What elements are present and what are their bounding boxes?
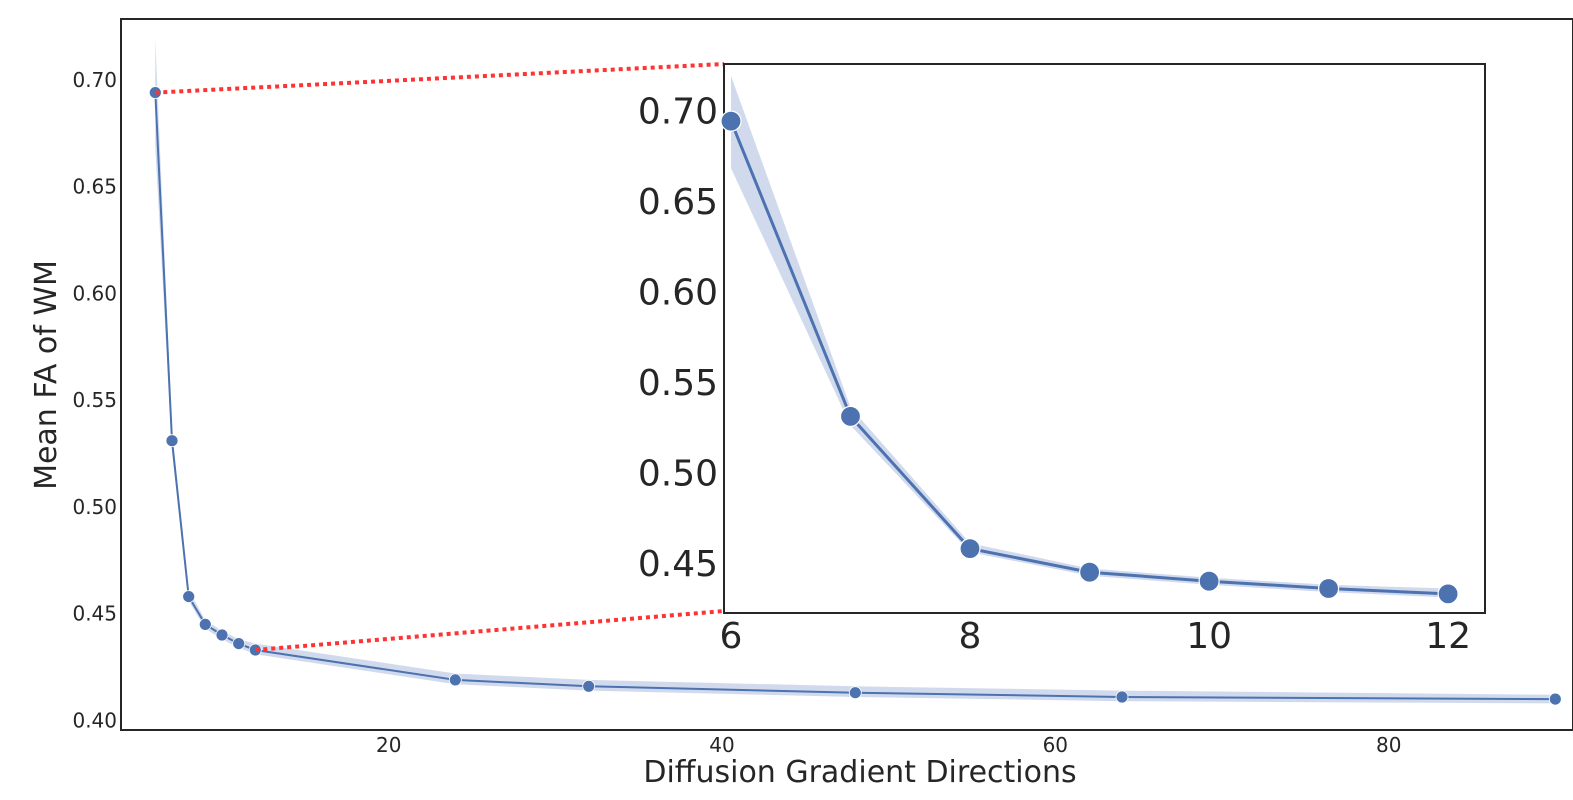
main-point xyxy=(232,637,246,650)
main-x-tick-label: 40 xyxy=(709,733,734,757)
main-point xyxy=(182,590,196,603)
inset-y-tick-label: 0.70 xyxy=(638,91,718,132)
main-y-tick-label: 0.60 xyxy=(72,281,117,305)
main-series-line xyxy=(154,92,1556,701)
main-x-tick-label: 60 xyxy=(1043,733,1068,757)
inset-y-tick-labels: 0.45 0.50 0.55 0.60 0.65 0.70 xyxy=(638,91,718,585)
main-point xyxy=(1115,690,1129,704)
main-point xyxy=(1548,692,1562,706)
main-y-tick-label: 0.65 xyxy=(72,175,117,199)
main-point xyxy=(448,673,462,687)
inset-plot-frame xyxy=(723,63,1486,614)
inset-point xyxy=(1437,583,1459,605)
main-y-tick-label: 0.50 xyxy=(72,495,117,519)
inset-point xyxy=(959,537,981,560)
inset-point xyxy=(720,110,742,132)
inset-y-tick-label: 0.45 xyxy=(638,544,718,585)
x-axis-label: Diffusion Gradient Directions xyxy=(643,755,1076,790)
main-y-tick-label: 0.55 xyxy=(72,388,117,412)
main-x-tick-label: 80 xyxy=(1376,733,1401,757)
main-x-tick-labels: 20 40 60 80 xyxy=(376,733,1401,757)
inset-point xyxy=(1078,561,1101,583)
inset-point xyxy=(1317,577,1340,600)
main-line-path xyxy=(154,92,1556,701)
inset-plot: 6 8 10 12 0.45 0.50 0.55 0.60 0.65 0.70 xyxy=(638,63,1486,657)
inset-point xyxy=(1198,570,1220,592)
inset-x-tick-label: 10 xyxy=(1186,616,1232,657)
inset-point xyxy=(839,405,862,427)
zoom-connector-top xyxy=(155,62,725,95)
main-x-tick-label: 20 xyxy=(376,733,401,757)
y-axis-label: Mean FA of WM xyxy=(29,260,64,490)
main-point xyxy=(848,686,862,700)
inset-y-tick-label: 0.65 xyxy=(638,182,718,223)
inset-x-tick-label: 12 xyxy=(1425,616,1471,657)
main-y-tick-labels: 0.40 0.45 0.50 0.55 0.60 0.65 0.70 xyxy=(72,68,117,733)
main-point xyxy=(165,434,179,448)
inset-y-tick-label: 0.60 xyxy=(638,272,718,313)
main-y-tick-label: 0.40 xyxy=(72,709,117,733)
inset-y-tick-label: 0.55 xyxy=(638,363,718,404)
zoom-connector-bottom xyxy=(255,609,725,652)
inset-x-tick-label: 8 xyxy=(959,616,982,657)
zoom-connectors xyxy=(155,62,725,652)
inset-y-tick-label: 0.50 xyxy=(638,454,718,495)
inset-x-tick-labels: 6 8 10 12 xyxy=(720,616,1471,657)
main-point xyxy=(582,679,596,693)
main-point xyxy=(248,643,262,657)
inset-x-tick-label: 6 xyxy=(720,616,743,657)
main-y-tick-label: 0.45 xyxy=(72,602,117,626)
main-point xyxy=(198,618,212,631)
main-y-tick-label: 0.70 xyxy=(72,68,117,92)
main-point xyxy=(215,628,229,642)
inset-data-points xyxy=(720,110,1459,605)
